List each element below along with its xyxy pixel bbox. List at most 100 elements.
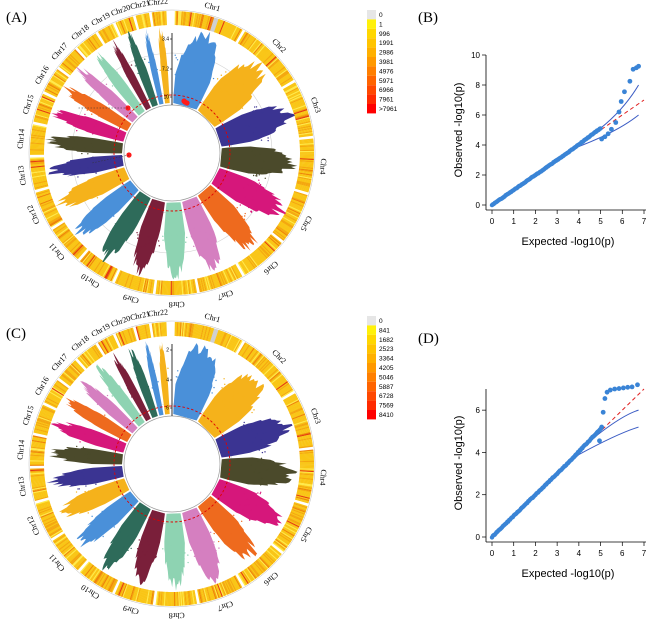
density-segment: [188, 323, 193, 338]
manhattan-wedge-chr22: [158, 27, 170, 104]
snp-point: [196, 373, 199, 375]
snp-point: [85, 158, 87, 160]
density-segment: [30, 135, 45, 139]
qq-point: [597, 438, 602, 444]
snp-point: [77, 436, 80, 438]
qq-point: [607, 387, 613, 393]
density-segment: [289, 408, 304, 415]
density-segment: [260, 555, 272, 567]
snp-point: [113, 526, 115, 528]
density-segment: [151, 323, 155, 338]
density-segment: [106, 577, 115, 591]
density-segment: [106, 337, 115, 351]
density-segment: [186, 11, 190, 27]
density-segment: [254, 44, 265, 56]
density-segment: [278, 223, 291, 233]
significance-threshold-ring: [113, 94, 231, 212]
density-segment: [207, 586, 214, 601]
snp-point: [263, 160, 265, 163]
density-segment: [296, 183, 310, 189]
density-segment: [228, 336, 236, 350]
snp-point: [201, 370, 203, 373]
density-segment: [32, 124, 47, 129]
density-segment: [245, 347, 255, 360]
snp-point: [221, 387, 223, 389]
snp-point: [240, 527, 242, 529]
density-segment: [204, 15, 209, 30]
density-segment: [49, 79, 63, 88]
density-segment: [59, 65, 71, 76]
density-segment: [266, 368, 279, 380]
legend-swatch: [367, 334, 376, 345]
snp-point: [244, 412, 247, 415]
snp-point: [99, 93, 102, 95]
snp-point: [224, 84, 226, 86]
density-segment: [288, 516, 302, 524]
snp-point: [118, 78, 121, 80]
snp-point: [84, 453, 86, 456]
density-segment: [143, 13, 148, 28]
density-segment: [286, 520, 300, 528]
density-segment: [275, 380, 288, 390]
density-segment: [121, 272, 128, 286]
snp-point: [193, 245, 195, 248]
density-segment: [292, 104, 307, 111]
snp-point: [93, 490, 95, 493]
density-segment: [158, 280, 162, 295]
density-segment: [234, 29, 243, 42]
legend-swatch: [367, 47, 376, 57]
density-segment: [283, 214, 297, 223]
density-segment: [244, 347, 254, 360]
density-segment: [296, 429, 311, 435]
snp-point: [143, 385, 146, 387]
density-segment: [204, 276, 209, 291]
density-segment: [259, 49, 271, 61]
qq-point: [635, 382, 640, 388]
density-segment: [50, 530, 64, 539]
density-segment: [44, 521, 58, 529]
density-segment: [299, 161, 314, 164]
density-segment: [55, 226, 68, 236]
density-segment: [253, 43, 264, 56]
density-segment: [299, 166, 314, 170]
density-segment: [31, 134, 46, 138]
inner-ring: [123, 104, 221, 202]
density-segment: [262, 52, 273, 63]
density-segment: [244, 257, 254, 271]
density-segment: [268, 236, 280, 247]
snp-point: [177, 376, 179, 378]
density-segment: [189, 279, 193, 294]
snp-point: [263, 464, 266, 466]
snp-point: [254, 117, 257, 119]
legend-swatch: [367, 325, 376, 335]
density-segment: [257, 558, 268, 570]
density-segment: [101, 574, 110, 588]
density-segment: [110, 579, 118, 593]
density-segment: [194, 13, 198, 28]
snp-point: [114, 224, 116, 227]
snp-point: [230, 84, 232, 86]
density-segment: [299, 455, 314, 458]
density-segment: [261, 362, 273, 374]
density-segment: [291, 101, 305, 108]
density-segment: [31, 483, 46, 487]
density-segment: [43, 208, 58, 216]
density-segment: [180, 322, 184, 337]
snp-point: [204, 60, 207, 63]
density-segment: [294, 187, 309, 193]
snp-point: [224, 538, 227, 540]
legend-label: 841: [379, 327, 390, 334]
density-segment: [40, 408, 55, 416]
density-segment: [213, 18, 219, 33]
x-tick-label: 7: [642, 549, 647, 558]
density-segment: [67, 366, 79, 378]
density-segment: [99, 341, 108, 354]
density-segment: [51, 387, 65, 397]
density-segment: [275, 227, 288, 237]
snp-point: [119, 531, 122, 533]
density-segment: [299, 141, 314, 145]
density-ring-outline: [28, 320, 316, 608]
density-segment: [67, 56, 79, 67]
snp-point: [102, 519, 104, 522]
snp-point: [211, 392, 213, 394]
